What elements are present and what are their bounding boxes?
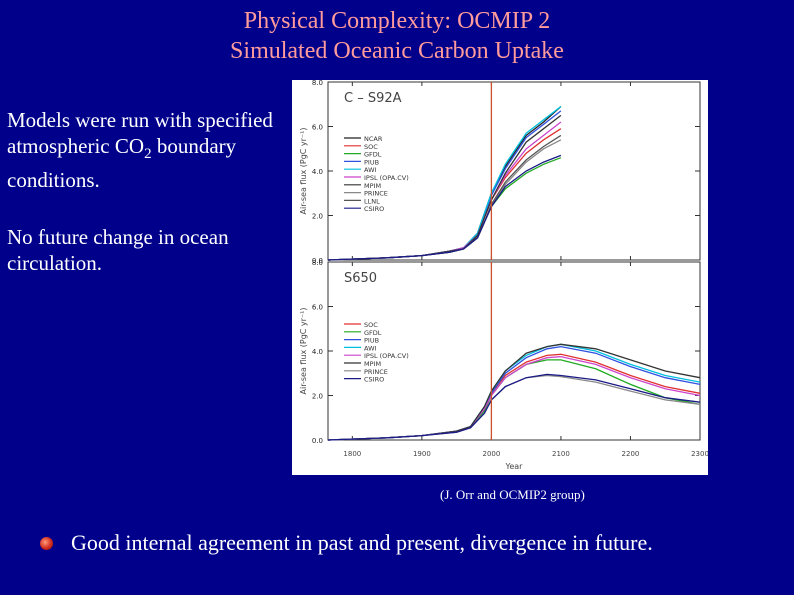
- panel-frame-1: [327, 81, 701, 261]
- figure-caption: (J. Orr and OCMIP2 group): [440, 487, 585, 502]
- legend-label: CSIRO: [364, 376, 384, 384]
- carbon-uptake-chart: 0.0 2.0 4.0 6.0 8.0 Air-sea flux (PgC yr⁻¹) C …: [299, 79, 709, 471]
- x-tick-label: 2000: [482, 450, 500, 458]
- legend-label: PIUB: [364, 158, 379, 166]
- x-tick-label: 2300: [691, 450, 708, 458]
- x-tick-label: 1800: [343, 450, 361, 458]
- legend-label: CSIRO: [364, 205, 384, 213]
- legend-label: NCAR: [364, 135, 383, 143]
- co2-subscript: 2: [144, 146, 152, 163]
- y-tick-label: 2.0: [312, 213, 323, 221]
- y-axis-label: Air-sea flux (PgC yr⁻¹): [299, 127, 308, 214]
- models-text-b: boundary conditions.: [7, 134, 237, 193]
- y-tick-label: 2.0: [312, 393, 323, 401]
- series-line-awi: [327, 105, 562, 261]
- series-line-prince: [327, 139, 562, 261]
- series-line-gfdl: [327, 157, 562, 261]
- legend-label: MPIM: [364, 182, 381, 190]
- slide-title: Physical Complexity: OCMIP 2 Simulated O…: [0, 6, 794, 66]
- legend-label: PIUB: [364, 337, 379, 345]
- y-tick-label: 6.0: [312, 304, 323, 312]
- legend-label: AWI: [364, 344, 377, 352]
- legend-label: GFDL: [364, 151, 382, 159]
- legend-label: SOC: [364, 321, 378, 329]
- circulation-text: No future change in ocean circulation.: [7, 225, 229, 275]
- series-line-csiro: [327, 373, 701, 441]
- legend-label: PRINCE: [364, 368, 388, 376]
- series-line-ncar: [327, 106, 562, 261]
- panel-title: C – S92A: [344, 91, 402, 106]
- x-tick-label: 1900: [413, 450, 431, 458]
- legend-label: AWI: [364, 166, 377, 174]
- series-line-piub: [327, 345, 701, 441]
- panel-frame-2: [327, 261, 701, 441]
- title-line-1: Physical Complexity: OCMIP 2: [243, 8, 551, 34]
- y-tick-label: 8.0: [312, 259, 323, 267]
- legend-label: GFDL: [364, 329, 382, 337]
- legend-label: IPSL (OPA.CV): [364, 352, 409, 360]
- panel-title: S650: [344, 271, 377, 286]
- legend-label: PRINCE: [364, 190, 388, 198]
- x-axis-label: Year: [505, 462, 524, 471]
- bullet-text: Good internal agreement in past and pres…: [71, 530, 653, 555]
- title-line-2: Simulated Oceanic Carbon Uptake: [230, 38, 564, 64]
- bullet-icon: [40, 536, 53, 550]
- series-line-prince: [327, 374, 701, 441]
- x-tick-label: 2200: [622, 450, 640, 458]
- y-tick-label: 0.0: [312, 437, 323, 445]
- bullet-item: Good internal agreement in past and pres…: [40, 530, 653, 556]
- models-text-a: Models were run with specified atmospher…: [7, 108, 273, 158]
- legend-label: SOC: [364, 143, 378, 151]
- y-axis-label: Air-sea flux (PgC yr⁻¹): [299, 307, 308, 394]
- series-line-csiro: [327, 154, 562, 261]
- models-text: Models were run with specified atmospher…: [7, 107, 277, 193]
- y-tick-label: 4.0: [312, 168, 323, 176]
- y-tick-label: 6.0: [312, 124, 323, 132]
- y-tick-label: 0.0: [312, 257, 323, 265]
- legend-label: IPSL (OPA.CV): [364, 174, 409, 182]
- legend-label: LLNL: [364, 197, 380, 205]
- y-tick-label: 4.0: [312, 348, 323, 356]
- legend-label: MPIM: [364, 360, 381, 368]
- x-tick-label: 2100: [552, 450, 570, 458]
- carbon-uptake-figure: 0.0 2.0 4.0 6.0 8.0 Air-sea flux (PgC yr⁻¹) C …: [292, 79, 709, 475]
- y-tick-label: 8.0: [312, 80, 323, 87]
